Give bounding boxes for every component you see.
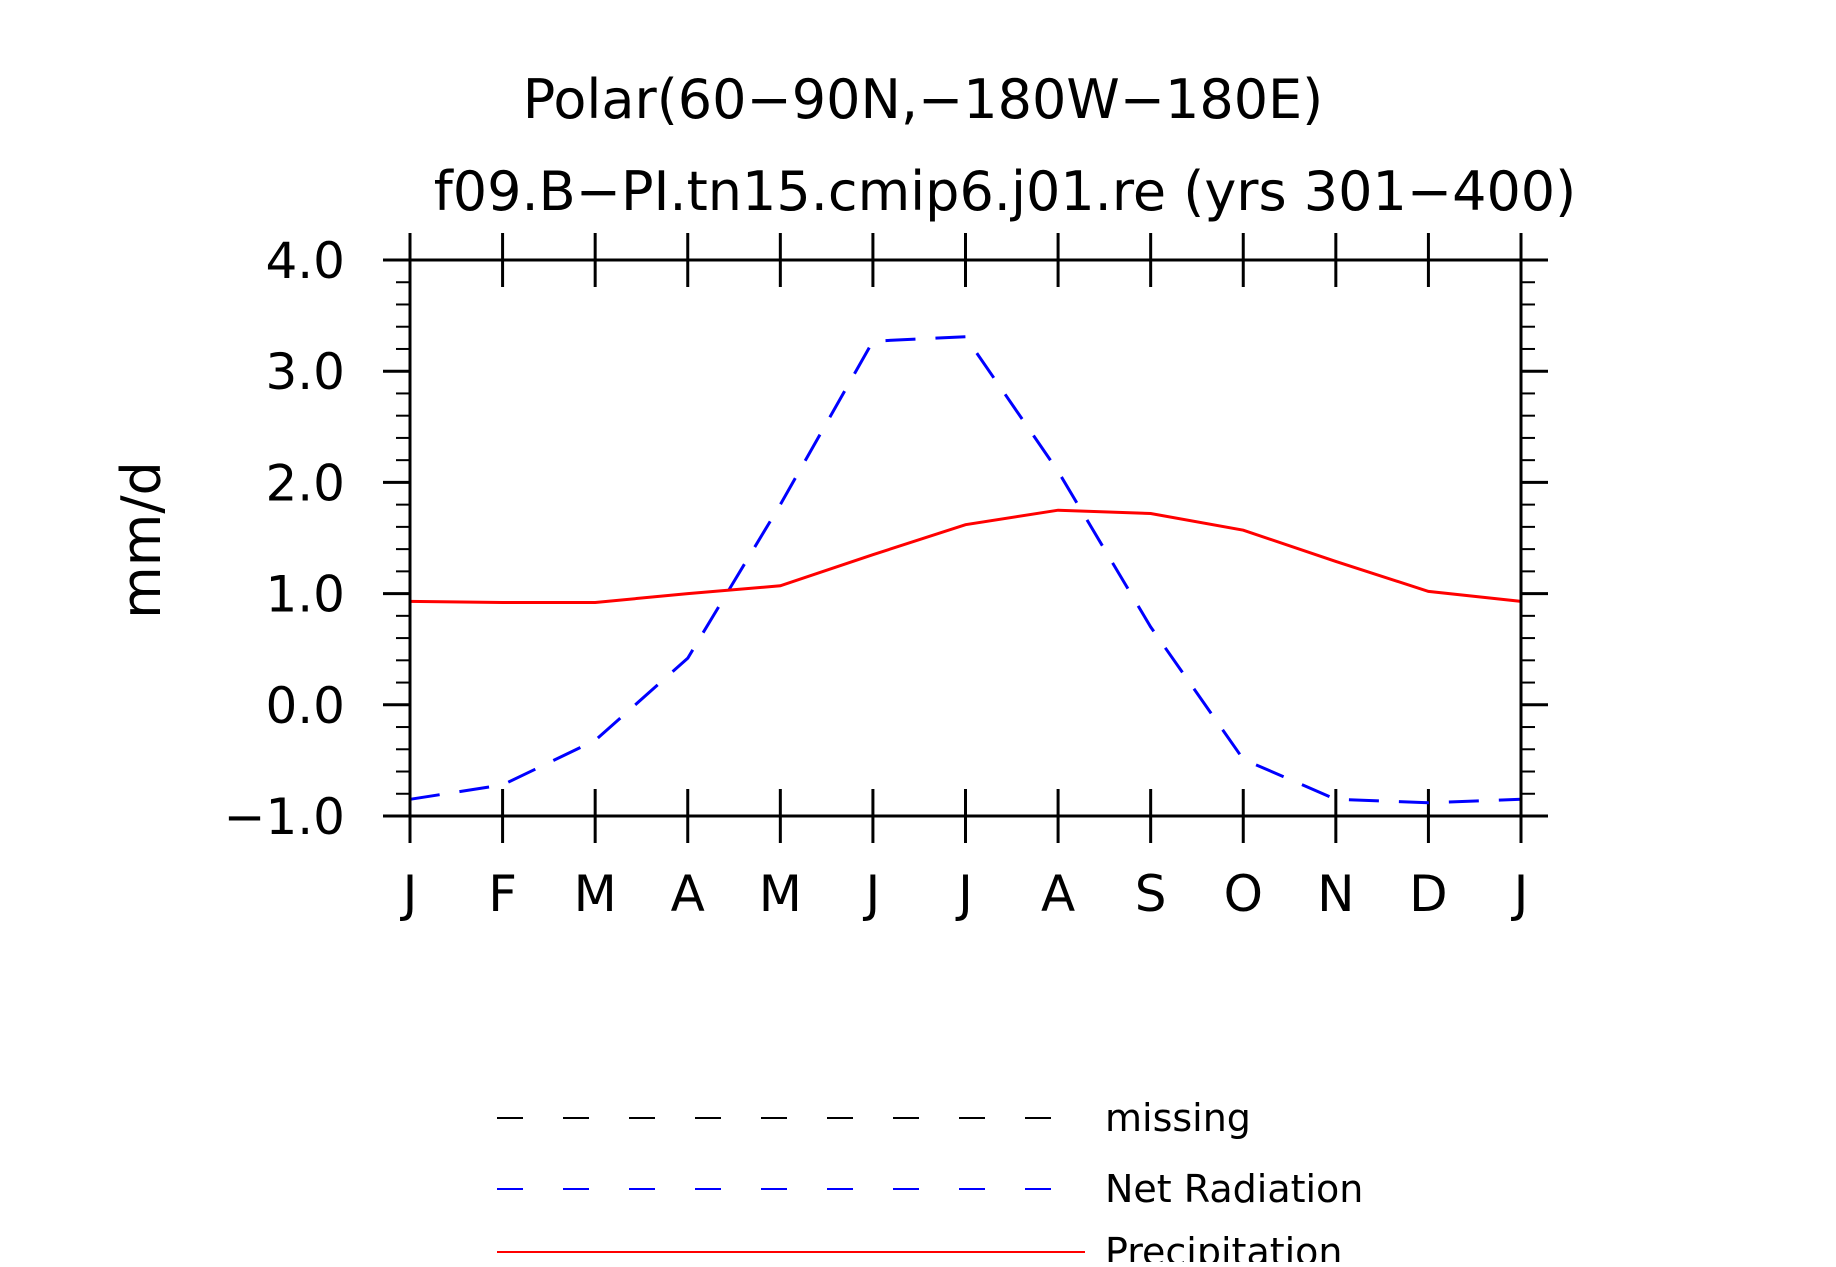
series-line-net-radiation — [409, 335, 1522, 805]
chart-subtitle: f09.B−PI.tn15.cmip6.j01.re (yrs 301−400) — [434, 160, 1576, 223]
x-tick-label: J — [400, 865, 418, 923]
x-tick-label: J — [1511, 865, 1529, 923]
legend-label: missing — [1105, 1096, 1251, 1140]
x-tick-label: F — [488, 865, 517, 923]
series-layer — [409, 335, 1522, 805]
x-tick-label: S — [1135, 865, 1167, 923]
x-tick-label: O — [1224, 865, 1263, 923]
x-tick-label: A — [671, 865, 705, 923]
x-tick-label: M — [574, 865, 617, 923]
y-tick-label: 2.0 — [265, 454, 345, 512]
chart-title: Polar(60−90N,−180W−180E) — [523, 68, 1323, 131]
y-tick-label: 4.0 — [265, 232, 345, 290]
legend: missing Net Radiation Precipitation — [497, 1096, 1363, 1267]
y-tick-label: 3.0 — [265, 343, 345, 401]
legend-label: Precipitation — [1105, 1230, 1343, 1262]
x-tick-label: M — [759, 865, 802, 923]
y-tick-label: 0.0 — [265, 677, 345, 735]
y-axis-label: mm/d — [110, 461, 173, 619]
x-tick-label: A — [1041, 865, 1075, 923]
y-tick-label: 1.0 — [265, 566, 345, 624]
legend-label: Net Radiation — [1105, 1167, 1363, 1211]
x-tick-label: J — [863, 865, 881, 923]
axis-ticks — [383, 233, 1548, 843]
plot-frame — [408, 258, 1523, 818]
series-line-precipitation — [409, 508, 1522, 604]
x-tick-label: N — [1317, 865, 1354, 923]
axis-tick-labels: J F M A M J J A S O N D J−1.00.01.02.03.04.0 — [224, 232, 1529, 923]
y-tick-label: −1.0 — [224, 788, 345, 846]
x-tick-label: D — [1409, 865, 1448, 923]
x-tick-label: J — [955, 865, 973, 923]
